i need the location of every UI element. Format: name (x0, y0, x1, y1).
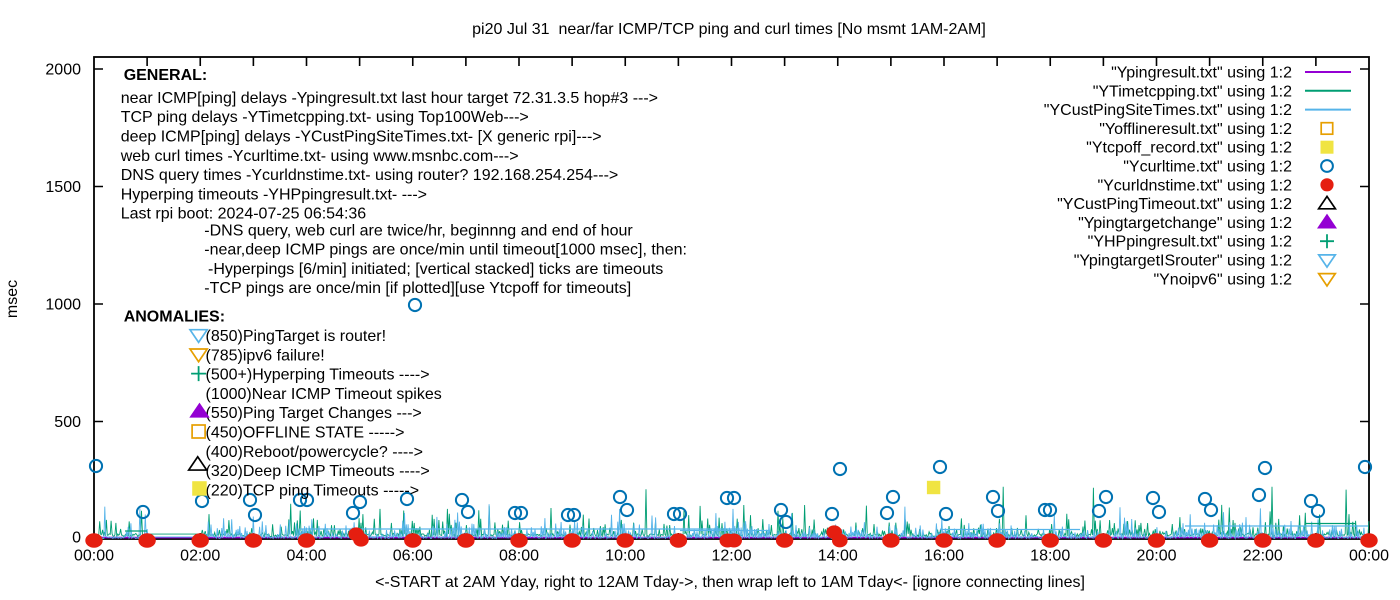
svg-text:(550)Ping Target Changes --->: (550)Ping Target Changes ---> (206, 405, 422, 422)
svg-text:(785)ipv6 failure!: (785)ipv6 failure! (206, 347, 325, 364)
svg-text:"YHPpingresult.txt" using 1:2: "YHPpingresult.txt" using 1:2 (1088, 234, 1292, 251)
svg-text:deep ICMP[ping] delays -YCustP: deep ICMP[ping] delays -YCustPingSiteTim… (121, 129, 602, 146)
svg-text:near ICMP[ping] delays -Ypingr: near ICMP[ping] delays -Ypingresult.txt … (121, 90, 658, 107)
svg-text:pi20 Jul 31 near/far ICMP/TCP: pi20 Jul 31 near/far ICMP/TCP ping and c… (472, 21, 986, 38)
svg-text:"YCustPingSiteTimes.txt" using: "YCustPingSiteTimes.txt" using 1:2 (1044, 102, 1292, 119)
svg-text:(220)TCP ping Timeouts ----->: (220)TCP ping Timeouts -----> (206, 482, 420, 499)
svg-text:-DNS query, web curl are twice: -DNS query, web curl are twice/hr, begin… (204, 222, 633, 239)
svg-text:"Ycurldnstime.txt" using 1:2: "Ycurldnstime.txt" using 1:2 (1097, 177, 1292, 194)
svg-text:500: 500 (54, 414, 81, 431)
svg-text:(400)Reboot/powercycle? ---->: (400)Reboot/powercycle? ----> (206, 444, 423, 461)
svg-text:"Ypingtargetchange" using 1:2: "Ypingtargetchange" using 1:2 (1078, 215, 1292, 232)
svg-text:16:00: 16:00 (924, 548, 964, 565)
svg-text:Last rpi boot: 2024-07-25 06:5: Last rpi boot: 2024-07-25 06:54:36 (121, 206, 367, 223)
svg-text:(320)Deep ICMP Timeouts ---->: (320)Deep ICMP Timeouts ----> (206, 463, 430, 480)
svg-text:"Ypingresult.txt" using 1:2: "Ypingresult.txt" using 1:2 (1111, 65, 1292, 82)
svg-text:web curl times -Ycurltime.txt-: web curl times -Ycurltime.txt- using www… (120, 148, 519, 165)
svg-text:10:00: 10:00 (605, 548, 645, 565)
svg-text:06:00: 06:00 (393, 548, 433, 565)
svg-text:00:00: 00:00 (1349, 548, 1389, 565)
svg-text:02:00: 02:00 (180, 548, 220, 565)
svg-text:DNS query times -Ycurldnstime.: DNS query times -Ycurldnstime.txt- using… (121, 167, 619, 184)
svg-text:"Yofflineresult.txt" using 1:2: "Yofflineresult.txt" using 1:2 (1099, 121, 1292, 138)
svg-text:ANOMALIES:: ANOMALIES: (124, 309, 225, 326)
svg-text:GENERAL:: GENERAL: (124, 67, 208, 84)
svg-text:1000: 1000 (45, 297, 81, 314)
svg-text:(850)PingTarget is router!: (850)PingTarget is router! (206, 328, 387, 345)
svg-text:"YCustPingTimeout.txt" using 1: "YCustPingTimeout.txt" using 1:2 (1057, 196, 1292, 213)
svg-text:2000: 2000 (45, 62, 81, 79)
svg-text:-TCP pings are once/min [if pl: -TCP pings are once/min [if plotted][use… (204, 280, 631, 297)
svg-text:(450)OFFLINE STATE ----->: (450)OFFLINE STATE -----> (206, 425, 405, 442)
svg-text:-near,deep ICMP pings are once: -near,deep ICMP pings are once/min until… (204, 242, 687, 259)
svg-text:14:00: 14:00 (818, 548, 858, 565)
svg-text:"Ytcpoff_record.txt" using 1:2: "Ytcpoff_record.txt" using 1:2 (1086, 140, 1292, 157)
svg-text:<-START at 2AM Yday, right to: <-START at 2AM Yday, right to 12AM Tday-… (375, 574, 1085, 591)
svg-text:msec: msec (4, 280, 21, 318)
svg-text:(500+)Hyperping Timeouts ---->: (500+)Hyperping Timeouts ----> (206, 367, 430, 384)
svg-text:08:00: 08:00 (499, 548, 539, 565)
svg-text:TCP ping delays -YTimetcpping.: TCP ping delays -YTimetcpping.txt- using… (121, 109, 529, 126)
svg-text:"Ynoipv6" using 1:2: "Ynoipv6" using 1:2 (1153, 271, 1292, 288)
svg-text:18:00: 18:00 (1030, 548, 1070, 565)
svg-text:0: 0 (72, 530, 81, 547)
svg-text:22:00: 22:00 (1243, 548, 1283, 565)
svg-text:20:00: 20:00 (1136, 548, 1176, 565)
svg-text:Hyperping timeouts -YHPpingres: Hyperping timeouts -YHPpingresult.txt- -… (121, 186, 427, 203)
svg-text:-Hyperpings [6/min] initiated;: -Hyperpings [6/min] initiated; [vertical… (208, 261, 663, 278)
svg-text:00:00: 00:00 (74, 548, 114, 565)
svg-text:"Ycurltime.txt" using 1:2: "Ycurltime.txt" using 1:2 (1123, 159, 1292, 176)
svg-text:"YTimetcpping.txt" using 1:2: "YTimetcpping.txt" using 1:2 (1093, 83, 1292, 100)
svg-text:(1000)Near ICMP Timeout spikes: (1000)Near ICMP Timeout spikes (206, 386, 442, 403)
svg-text:04:00: 04:00 (286, 548, 326, 565)
svg-text:12:00: 12:00 (711, 548, 751, 565)
svg-text:"YpingtargetISrouter" using 1:: "YpingtargetISrouter" using 1:2 (1074, 253, 1292, 270)
svg-text:1500: 1500 (45, 179, 81, 196)
